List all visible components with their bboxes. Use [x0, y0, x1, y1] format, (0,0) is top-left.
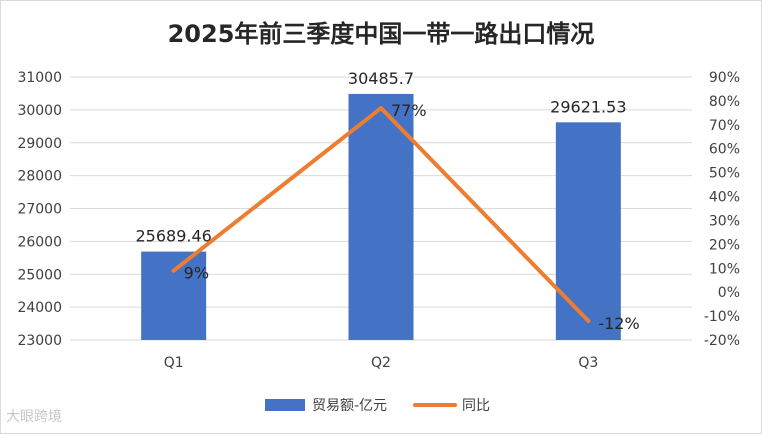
legend-label-bar: 贸易额-亿元 [312, 398, 387, 414]
y-tick-label: 31000 [17, 70, 62, 86]
watermark: 大眼跨境 [6, 409, 62, 425]
y2-tick-label: 40% [709, 190, 740, 206]
y-tick-label: 25000 [17, 267, 62, 283]
y2-tick-label: 90% [709, 70, 740, 86]
x-tick-label: Q1 [164, 355, 184, 371]
bar [348, 93, 414, 340]
y2-tick-label: 60% [709, 142, 740, 158]
x-tick-label: Q3 [578, 355, 598, 371]
line-data-label: 77% [391, 101, 427, 120]
y-tick-label: 29000 [17, 136, 62, 152]
y2-tick-label: -10% [704, 309, 740, 325]
bar-data-label: 30485.7 [348, 69, 414, 88]
y2-tick-label: 30% [709, 213, 740, 229]
line-point [379, 106, 383, 111]
bar-data-label: 29621.53 [550, 97, 626, 116]
y-tick-label: 23000 [17, 333, 62, 349]
y2-tick-label: 80% [709, 94, 740, 110]
y2-tick-label: 20% [709, 237, 740, 253]
x-tick-label: Q2 [371, 355, 391, 371]
y-tick-label: 24000 [17, 300, 62, 316]
bar-data-label: 25689.46 [135, 227, 211, 246]
y2-tick-label: -20% [704, 333, 740, 349]
y2-tick-label: 0% [718, 285, 740, 301]
legend-label-line: 同比 [462, 398, 490, 414]
bar [555, 122, 621, 340]
y2-tick-label: 10% [709, 261, 740, 277]
y-tick-label: 28000 [17, 169, 62, 185]
legend-swatch-bar [265, 399, 305, 411]
line-data-label: 9% [184, 264, 209, 283]
line-data-label: -12% [598, 314, 639, 333]
y2-tick-label: 70% [709, 118, 740, 134]
y-tick-label: 26000 [17, 234, 62, 250]
y2-tick-label: 50% [709, 166, 740, 182]
bar [141, 251, 207, 340]
chart-title: 2025年前三季度中国一带一路出口情况 [167, 20, 595, 48]
line-point [586, 318, 591, 323]
y-tick-label: 27000 [17, 202, 62, 218]
y-tick-label: 30000 [17, 103, 62, 119]
line-point [171, 268, 176, 273]
